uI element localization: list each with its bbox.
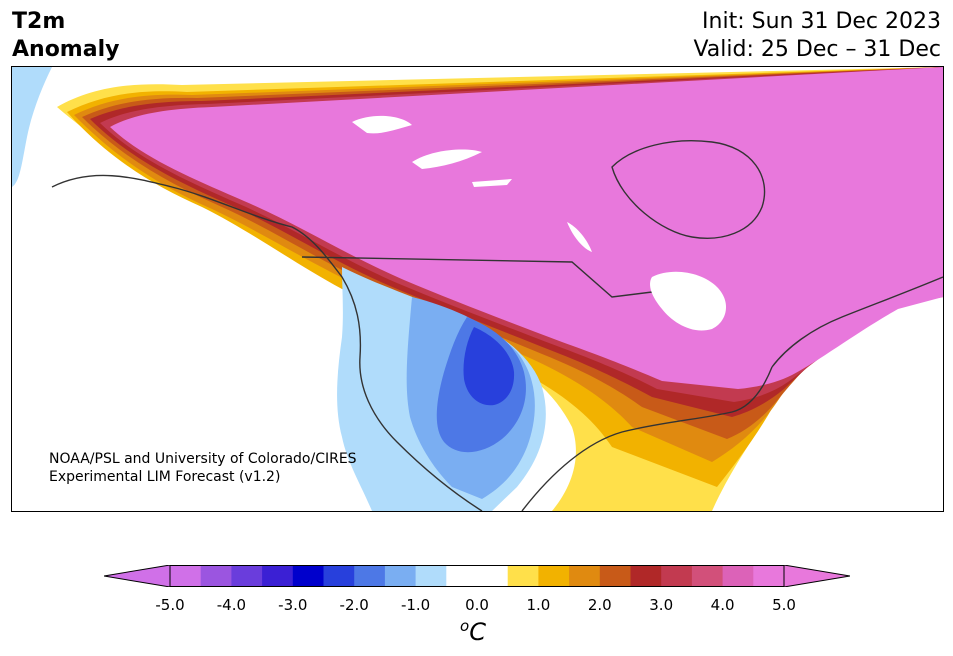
colorbar-tick-label: 2.0 bbox=[587, 596, 612, 614]
colorbar bbox=[104, 565, 850, 587]
lakes bbox=[352, 115, 727, 331]
colorbar-unit: oC bbox=[460, 617, 486, 646]
lake-athabasca bbox=[472, 179, 512, 187]
colorbar-extend-low bbox=[104, 565, 171, 587]
colorbar-swatch bbox=[446, 565, 478, 587]
valid-range: Valid: 25 Dec – 31 Dec bbox=[693, 37, 941, 62]
colorbar-swatch bbox=[569, 565, 601, 587]
colorbar-swatch bbox=[200, 565, 232, 587]
credit-text: NOAA/PSL and University of Colorado/CIRE… bbox=[49, 450, 357, 486]
east-coast-line bbox=[771, 276, 943, 368]
colorbar-frame bbox=[169, 565, 785, 587]
colorbar-swatch bbox=[753, 565, 785, 587]
colorbar-tick-label: -5.0 bbox=[155, 596, 185, 614]
colorbar-tick-label: 5.0 bbox=[772, 596, 796, 614]
colorbar-tick-label: 3.0 bbox=[649, 596, 674, 614]
colorbar-tick-label: 0.0 bbox=[465, 596, 489, 614]
colorbar-tick-label: -2.0 bbox=[339, 596, 369, 614]
colorbar-swatch bbox=[323, 565, 355, 587]
great-bear-lake bbox=[352, 115, 412, 134]
anomaly-map: NOAA/PSL and University of Colorado/CIRE… bbox=[11, 66, 944, 512]
map-title: T2m Anomaly bbox=[12, 8, 119, 64]
colorbar-swatch bbox=[507, 565, 539, 587]
colorbar-extend-high bbox=[783, 565, 850, 587]
colorbar-swatch bbox=[384, 565, 417, 587]
hudson-bay-line bbox=[611, 140, 766, 239]
colorbar-swatch bbox=[262, 565, 294, 587]
colorbar-swatch bbox=[538, 565, 570, 587]
unit-letter: C bbox=[469, 618, 486, 646]
colorbar-swatch bbox=[292, 565, 324, 587]
colorbar-swatch bbox=[691, 565, 724, 587]
unit-degree: o bbox=[460, 617, 470, 635]
colorbar-swatch bbox=[722, 565, 754, 587]
colorbar-swatch bbox=[231, 565, 263, 587]
map-canvas bbox=[12, 67, 943, 511]
colorbar-swatch bbox=[599, 565, 631, 587]
colorbar-tick-label: -3.0 bbox=[278, 596, 308, 614]
title-field: Anomaly bbox=[12, 37, 120, 62]
credit-line-2: Experimental LIM Forecast (v1.2) bbox=[49, 469, 281, 485]
colorbar-swatch bbox=[415, 565, 447, 587]
warm-anomaly-region bbox=[57, 67, 943, 511]
colorbar-tick-label: 4.0 bbox=[710, 596, 735, 614]
forecast-dates: Init: Sun 31 Dec 2023 Valid: 25 Dec – 31… bbox=[693, 8, 941, 64]
colorbar-swatch bbox=[630, 565, 662, 587]
colorbar-swatch bbox=[477, 565, 509, 587]
colorbar-tick-label: -4.0 bbox=[216, 596, 247, 614]
gulf-coast-line bbox=[521, 366, 773, 511]
colorbar-tick-label: -1.0 bbox=[400, 596, 431, 614]
init-date: Init: Sun 31 Dec 2023 bbox=[702, 9, 941, 34]
great-slave-lake bbox=[412, 149, 482, 169]
title-variable: T2m bbox=[12, 9, 66, 34]
lake-winnipeg bbox=[567, 222, 592, 252]
colorbar-ticks: -5.0 -4.0 -3.0 -2.0 -1.0 0.0 1.0 2.0 3.0 4.0 5.0 bbox=[0, 596, 953, 616]
great-lakes bbox=[650, 271, 727, 331]
cool-alaska bbox=[12, 67, 52, 187]
credit-line-1: NOAA/PSL and University of Colorado/CIRE… bbox=[49, 451, 357, 467]
west-coast-line bbox=[51, 174, 483, 511]
cool-contour-4 bbox=[463, 327, 515, 406]
colorbar-swatch bbox=[354, 565, 386, 587]
cool-anomaly-region bbox=[12, 67, 546, 511]
colorbar-tick-label: 1.0 bbox=[526, 596, 551, 614]
colorbar-swatch bbox=[661, 565, 693, 587]
colorbar-swatch bbox=[170, 565, 202, 587]
